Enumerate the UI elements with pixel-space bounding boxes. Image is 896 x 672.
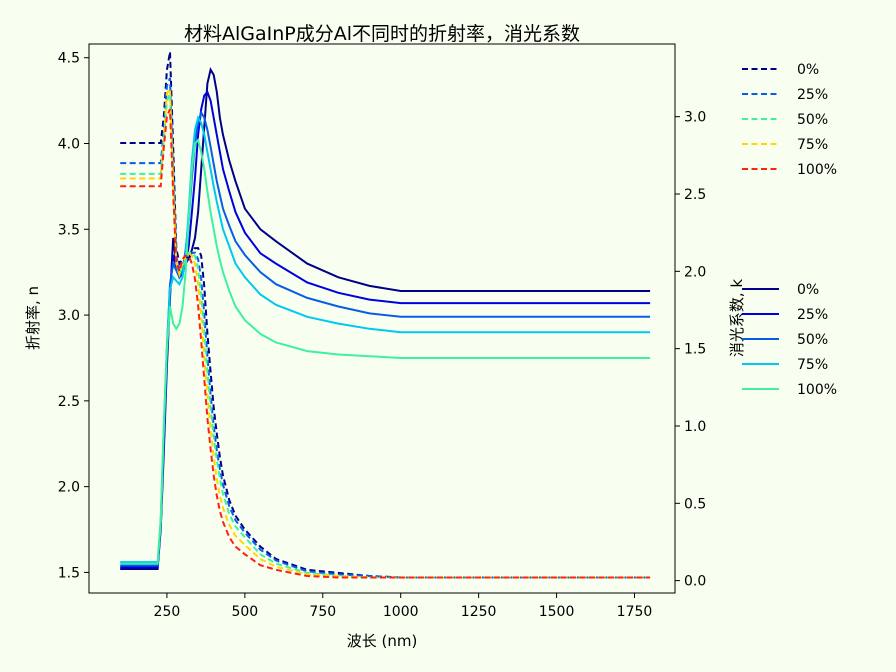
y-axis-left-label: 折射率, n	[24, 286, 42, 350]
y-left-tick-label: 4.5	[58, 51, 80, 67]
legend-n-label: 50%	[797, 332, 828, 348]
legend-k: 0% 25% 50% 75% 100%	[742, 62, 837, 178]
series-n-2-line	[120, 110, 651, 567]
series-k-4-line	[120, 108, 651, 579]
y-left-tick-label: 2.0	[58, 480, 80, 496]
y-right-tick-label: 1.0	[684, 419, 706, 435]
y-right-tick-label: 0.5	[684, 496, 706, 512]
series-k-3-line	[120, 85, 651, 579]
y-right-tick-label: 2.5	[684, 187, 706, 203]
legend-n-label: 100%	[797, 382, 837, 398]
x-tick-label: 250	[154, 604, 181, 620]
plot-lines	[120, 51, 651, 579]
chart-title: 材料AlGaInP成分Al不同时的折射率，消光系数	[184, 23, 580, 45]
y-axis-left: 1.5 2.0 2.5 3.0 3.5 4.0 4.5	[58, 51, 89, 581]
y-axis-right-label: 消光系数, k	[728, 279, 746, 358]
y-left-tick-label: 2.5	[58, 394, 80, 410]
y-right-tick-label: 3.0	[684, 110, 706, 126]
y-left-tick-label: 1.5	[58, 565, 80, 581]
y-axis-right: 0.0 0.5 1.0 1.5 2.0 2.5 3.0	[675, 110, 706, 590]
x-tick-label: 1500	[539, 604, 575, 620]
legend-n-label: 25%	[797, 307, 828, 323]
series-n-3-line	[120, 115, 651, 564]
series-k-0-line	[120, 51, 651, 579]
y-right-tick-label: 1.5	[684, 342, 706, 358]
legend-k-label: 25%	[797, 87, 828, 103]
y-right-tick-label: 0.0	[684, 574, 706, 590]
legend-n: 0% 25% 50% 75% 100%	[742, 282, 837, 398]
x-tick-label: 1750	[617, 604, 653, 620]
legend-n-label: 0%	[797, 282, 819, 298]
plot-frame	[88, 43, 676, 594]
y-right-tick-label: 2.0	[684, 264, 706, 280]
legend-k-label: 50%	[797, 112, 828, 128]
x-axis: 250 500 750 1000 1250 1500 1750	[154, 593, 653, 620]
x-tick-label: 1000	[383, 604, 419, 620]
y-left-tick-label: 3.0	[58, 308, 80, 324]
y-left-tick-label: 3.5	[58, 222, 80, 238]
series-n-4-line	[120, 138, 651, 565]
y-left-tick-label: 4.0	[58, 137, 80, 153]
legend-k-label: 75%	[797, 137, 828, 153]
series-n-0-line	[120, 67, 651, 570]
x-tick-label: 500	[231, 604, 258, 620]
legend-n-label: 75%	[797, 357, 828, 373]
series-k-2-line	[120, 93, 651, 579]
x-tick-label: 1250	[461, 604, 497, 620]
x-axis-label: 波长 (nm)	[347, 632, 418, 650]
x-tick-label: 750	[309, 604, 336, 620]
legend-k-label: 0%	[797, 62, 819, 78]
legend-k-label: 100%	[797, 162, 837, 178]
